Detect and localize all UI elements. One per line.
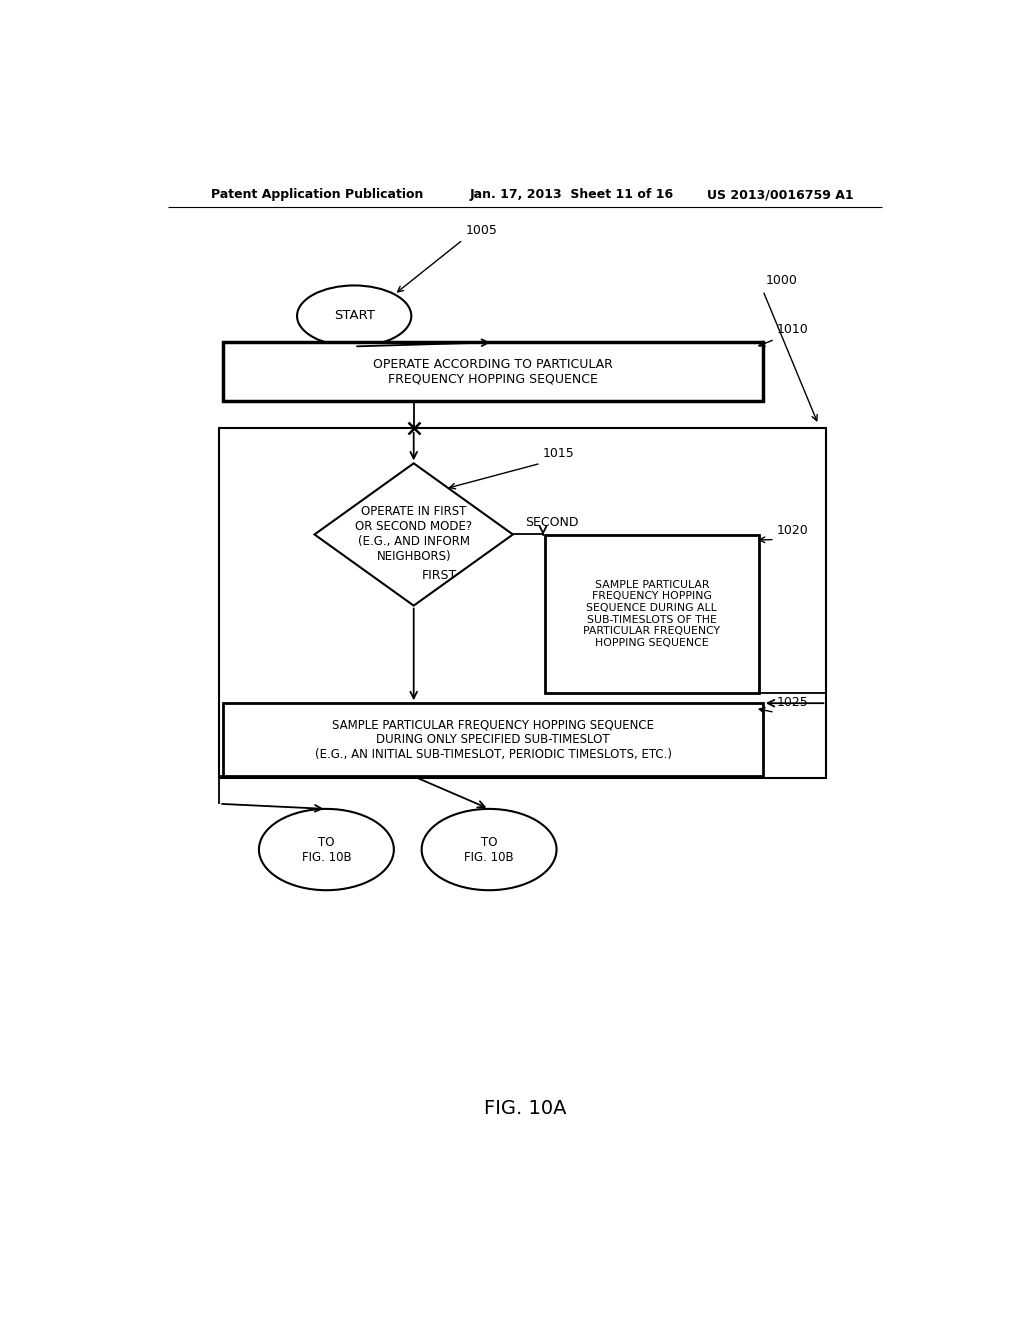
Text: 1010: 1010 — [777, 323, 809, 337]
Text: SAMPLE PARTICULAR FREQUENCY HOPPING SEQUENCE
DURING ONLY SPECIFIED SUB-TIMESLOT
: SAMPLE PARTICULAR FREQUENCY HOPPING SEQU… — [314, 718, 672, 762]
Text: TO
FIG. 10B: TO FIG. 10B — [464, 836, 514, 863]
Ellipse shape — [422, 809, 557, 890]
Text: START: START — [334, 309, 375, 322]
Text: FIRST: FIRST — [422, 569, 457, 582]
Bar — [223, 342, 763, 401]
Text: OPERATE IN FIRST
OR SECOND MODE?
(E.G., AND INFORM
NEIGHBORS): OPERATE IN FIRST OR SECOND MODE? (E.G., … — [355, 506, 472, 564]
Bar — [223, 704, 763, 776]
Text: Jan. 17, 2013  Sheet 11 of 16: Jan. 17, 2013 Sheet 11 of 16 — [469, 189, 674, 202]
Text: 1005: 1005 — [465, 223, 498, 236]
Text: SECOND: SECOND — [524, 516, 579, 529]
Text: 1000: 1000 — [765, 275, 797, 288]
Text: Patent Application Publication: Patent Application Publication — [211, 189, 424, 202]
Text: SAMPLE PARTICULAR
FREQUENCY HOPPING
SEQUENCE DURING ALL
SUB-TIMESLOTS OF THE
PAR: SAMPLE PARTICULAR FREQUENCY HOPPING SEQU… — [584, 579, 720, 648]
Ellipse shape — [259, 809, 394, 890]
Bar — [545, 535, 759, 693]
Ellipse shape — [297, 285, 412, 346]
Text: 1020: 1020 — [777, 524, 809, 536]
Text: 1015: 1015 — [543, 447, 574, 461]
Polygon shape — [314, 463, 513, 606]
Text: OPERATE ACCORDING TO PARTICULAR
FREQUENCY HOPPING SEQUENCE: OPERATE ACCORDING TO PARTICULAR FREQUENC… — [373, 358, 613, 385]
Text: 1025: 1025 — [777, 696, 809, 709]
Bar — [219, 428, 826, 779]
Text: US 2013/0016759 A1: US 2013/0016759 A1 — [708, 189, 854, 202]
Text: FIG. 10A: FIG. 10A — [483, 1100, 566, 1118]
Text: TO
FIG. 10B: TO FIG. 10B — [302, 836, 351, 863]
